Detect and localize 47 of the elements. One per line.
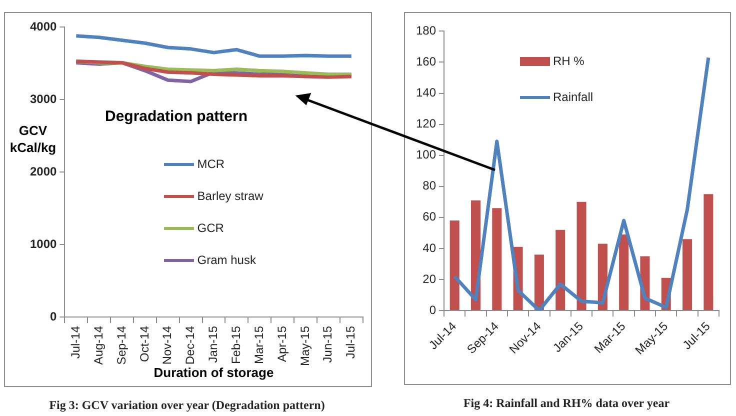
x-tick-label: Sep-14 xyxy=(114,326,128,365)
legend-label: Barley straw xyxy=(197,189,264,204)
y-tick-label: 180 xyxy=(416,24,436,38)
y-tick-label: 100 xyxy=(416,148,436,162)
y-tick-label: 1000 xyxy=(30,236,58,251)
bar xyxy=(619,234,629,310)
x-tick-label: Dec-14 xyxy=(183,326,198,365)
bar xyxy=(682,239,692,310)
x-tick-label: Jul-14 xyxy=(68,326,82,359)
x-tick-label: Aug-14 xyxy=(91,326,106,365)
caption: Fig 4: Rainfall and RH% data over year xyxy=(462,396,671,411)
caption: Fig 3: GCV variation over year (Degradation pattern) xyxy=(48,398,326,413)
y-tick-label: 0 xyxy=(50,309,58,324)
y-tick-label: 40 xyxy=(422,240,436,255)
legend-label: MCR xyxy=(197,157,225,172)
legend-label: Gram husk xyxy=(197,253,256,268)
x-tick-label: Mar-15 xyxy=(252,326,266,364)
bar xyxy=(576,202,586,310)
y-tick-label: 160 xyxy=(416,54,436,69)
bar xyxy=(704,194,714,310)
x-tick-label: Oct-14 xyxy=(137,326,152,362)
y-tick-label: 0 xyxy=(429,302,436,317)
y-tick-label: 20 xyxy=(422,272,436,286)
x-tick-label: Apr-15 xyxy=(274,326,289,362)
annotation: Degradation pattern xyxy=(105,108,248,125)
y-tick-label: 3000 xyxy=(30,92,58,106)
x-tick-label: Jan-15 xyxy=(206,326,220,363)
y-tick-label: 80 xyxy=(422,178,436,193)
x-axis-title: Duration of storage xyxy=(152,365,275,380)
x-tick-label: Nov-14 xyxy=(160,326,174,365)
x-tick-label: May-15 xyxy=(298,326,312,366)
y-tick-label: 120 xyxy=(416,116,436,131)
bar xyxy=(534,254,544,310)
y-tick-label: 140 xyxy=(416,86,436,100)
legend-label: Rainfall xyxy=(553,90,594,104)
bar xyxy=(450,220,460,310)
legend-label: GCR xyxy=(197,221,224,236)
y-axis-title: GCV kCal/kg xyxy=(8,123,58,157)
bar xyxy=(556,230,566,310)
x-tick-label: Jun-15 xyxy=(320,326,335,363)
y-tick-label: 2000 xyxy=(30,164,58,178)
y-tick-label: 4000 xyxy=(30,20,58,34)
x-tick-label: Feb-15 xyxy=(229,326,244,364)
bar xyxy=(492,208,502,310)
legend-label: RH % xyxy=(553,54,584,68)
x-tick-label: Jul-15 xyxy=(344,326,358,359)
y-tick-label: 60 xyxy=(422,210,436,224)
